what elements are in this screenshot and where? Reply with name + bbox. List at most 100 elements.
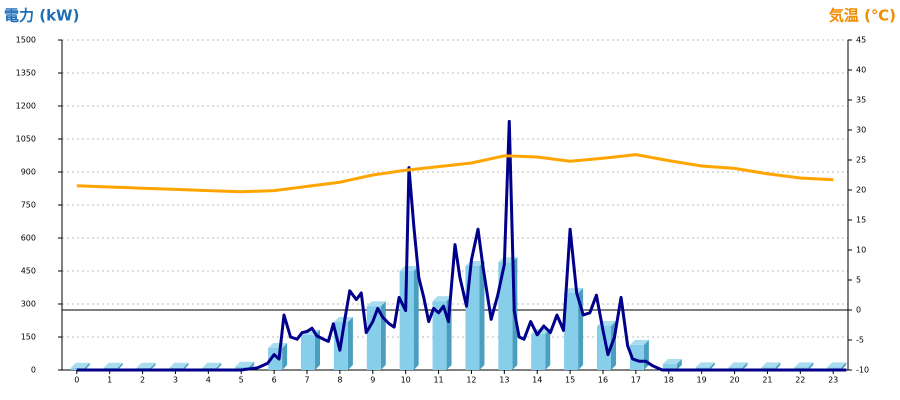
bar xyxy=(465,265,480,370)
bar-side xyxy=(742,362,748,370)
y2-tick-label: 0 xyxy=(856,306,861,315)
line xyxy=(76,153,834,194)
y-tick-label: 750 xyxy=(21,201,36,210)
bar-side xyxy=(347,317,353,370)
bar xyxy=(366,306,381,370)
x-tick-label: 0 xyxy=(74,376,79,385)
y-tick-label: 1200 xyxy=(16,102,36,111)
bar xyxy=(399,271,414,370)
bar-side xyxy=(216,362,222,370)
bar xyxy=(235,366,250,370)
bar-side xyxy=(84,362,90,370)
bar-side xyxy=(676,359,682,370)
bar xyxy=(596,326,611,370)
bar xyxy=(498,262,513,370)
bar-top xyxy=(761,362,781,368)
y2-tick-label: 20 xyxy=(856,186,866,195)
x-tick-label: 3 xyxy=(173,376,178,385)
bar-side xyxy=(413,266,419,370)
x-tick-label: 20 xyxy=(729,376,739,385)
x-tick-label: 2 xyxy=(140,376,145,385)
x-tick-label: 14 xyxy=(532,376,542,385)
y2-tick-label: 35 xyxy=(856,96,866,105)
bar-top xyxy=(103,362,123,368)
x-tick-label: 23 xyxy=(828,376,838,385)
y-tick-label: 150 xyxy=(21,333,36,342)
x-tick-label: 5 xyxy=(239,376,244,385)
bar-top xyxy=(202,362,222,368)
y-tick-label: 600 xyxy=(21,234,36,243)
bar-side xyxy=(150,362,156,370)
bar-top xyxy=(564,288,584,293)
y2-tick-label: 10 xyxy=(856,246,866,255)
bar-top xyxy=(629,339,649,345)
bar xyxy=(564,293,579,370)
bar-side xyxy=(841,362,847,370)
bar xyxy=(629,344,644,370)
bar-side xyxy=(117,362,123,370)
x-tick-label: 11 xyxy=(433,376,443,385)
y-tick-label: 300 xyxy=(21,300,36,309)
bar-side xyxy=(282,343,288,370)
x-tick-label: 4 xyxy=(206,376,211,385)
bar-side xyxy=(709,362,715,370)
y2-tick-label: 40 xyxy=(856,66,866,75)
bar-top xyxy=(235,361,255,367)
x-tick-label: 12 xyxy=(466,376,476,385)
y2-tick-label: 45 xyxy=(856,36,866,45)
y-tick-label: 450 xyxy=(21,267,36,276)
bar-top xyxy=(399,266,419,271)
bar-top xyxy=(662,359,682,365)
y2-tick-label: 25 xyxy=(856,156,866,165)
bar-top xyxy=(794,362,814,368)
y2-tick-label: 15 xyxy=(856,216,866,225)
y2-tick-label: 30 xyxy=(856,126,866,135)
bar-side xyxy=(479,260,485,370)
bar-side xyxy=(808,362,814,370)
bar-side xyxy=(775,362,781,370)
bar xyxy=(432,301,447,370)
y-tick-label: 900 xyxy=(21,168,36,177)
x-tick-label: 13 xyxy=(499,376,509,385)
bar-side xyxy=(380,301,386,370)
bar-side xyxy=(315,329,321,370)
bar-top xyxy=(169,362,189,368)
x-tick-label: 19 xyxy=(697,376,707,385)
y-tick-label: 1050 xyxy=(16,135,36,144)
y-axis-title: 電力 (kW) xyxy=(4,7,79,25)
bar-top xyxy=(136,362,156,368)
bar xyxy=(301,334,316,370)
bar-top xyxy=(268,343,288,348)
bar-top xyxy=(70,362,90,368)
y2-axis-title: 気温 (℃) xyxy=(829,7,896,25)
x-tick-label: 22 xyxy=(795,376,805,385)
bar-top xyxy=(695,362,715,368)
bar xyxy=(662,364,677,370)
x-tick-label: 18 xyxy=(664,376,674,385)
x-tick-label: 1 xyxy=(107,376,112,385)
bar-top xyxy=(366,301,386,307)
x-tick-label: 10 xyxy=(401,376,411,385)
line xyxy=(76,119,847,372)
y2-tick-label: -5 xyxy=(856,336,864,345)
x-tick-label: 8 xyxy=(337,376,342,385)
y2-tick-label: 5 xyxy=(856,276,861,285)
x-tick-label: 15 xyxy=(565,376,575,385)
bar-side xyxy=(643,339,649,370)
y2-tick-label: -10 xyxy=(856,366,869,375)
bar-side xyxy=(545,328,551,370)
y-tick-label: 0 xyxy=(31,366,36,375)
bar-top xyxy=(432,296,452,302)
x-tick-label: 7 xyxy=(304,376,309,385)
bar-side xyxy=(183,362,189,370)
x-tick-label: 16 xyxy=(598,376,608,385)
y-tick-label: 1350 xyxy=(16,69,36,78)
x-tick-label: 21 xyxy=(762,376,772,385)
bar-top xyxy=(827,362,847,368)
x-tick-label: 17 xyxy=(631,376,641,385)
x-tick-label: 6 xyxy=(272,376,277,385)
y-tick-label: 1500 xyxy=(16,36,36,45)
bar-top xyxy=(728,362,748,368)
x-tick-label: 9 xyxy=(370,376,375,385)
